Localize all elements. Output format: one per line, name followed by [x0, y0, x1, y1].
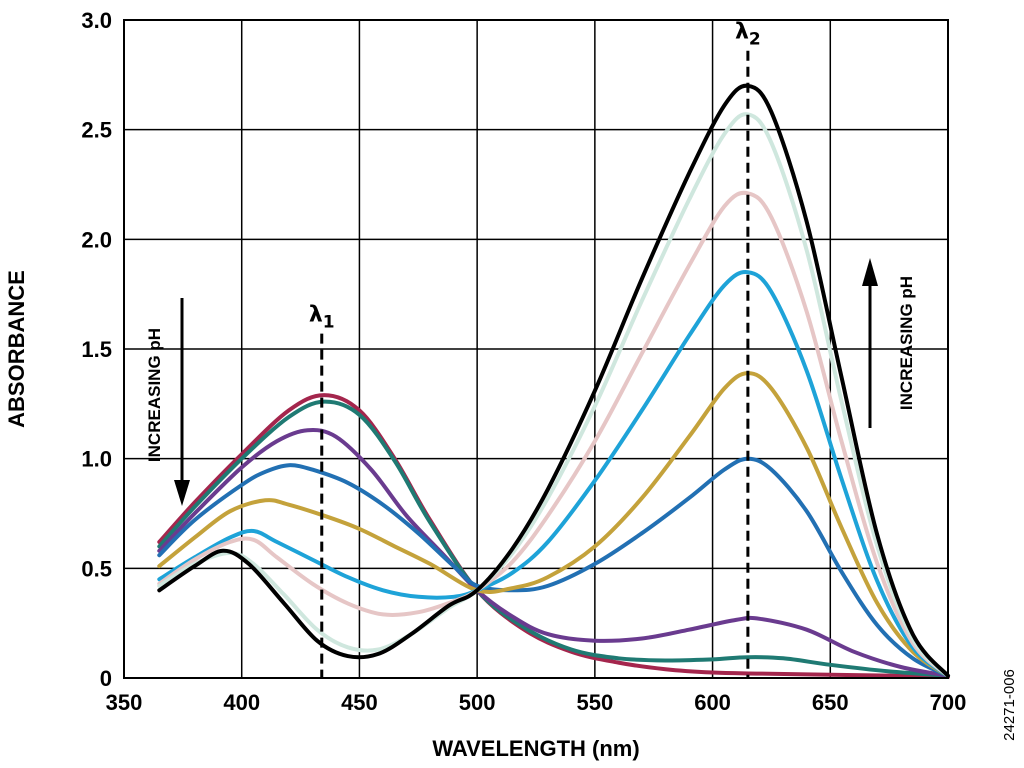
grid [123, 19, 949, 679]
series-line-2 [157, 399, 950, 678]
x-tick-label: 350 [106, 690, 143, 715]
y-axis-title: ABSORBANCE [4, 270, 29, 428]
series-line-3 [157, 427, 950, 678]
x-tick-label: 600 [694, 690, 731, 715]
y-tick-label: 1.0 [81, 447, 112, 472]
x-tick-label: 450 [341, 690, 378, 715]
tick-labels: 350 400 450 500 550 600 650 700 0 0.5 1.0 1.5 2.0 2.5… [81, 8, 966, 715]
y-tick-label: 0.5 [81, 556, 112, 581]
x-axis-title: WAVELENGTH (nm) [432, 736, 639, 761]
plot-frame [123, 19, 949, 679]
x-tick-label: 500 [459, 690, 496, 715]
lambda-1-label: λ1 [309, 303, 335, 333]
arrow-down-icon [174, 480, 190, 506]
increasing-ph-right-label: INCREASING pH [897, 276, 916, 410]
y-tick-label: 2.5 [81, 118, 112, 143]
series-line-9 [157, 83, 950, 678]
y-tick-label: 0 [100, 666, 112, 691]
x-tick-label: 650 [812, 690, 849, 715]
y-tick-label: 2.0 [81, 227, 112, 252]
figure-id: 24271-006 [1001, 669, 1018, 741]
increasing-ph-left-label: INCREASING pH [145, 328, 164, 462]
y-tick-label: 3.0 [81, 8, 112, 33]
series-line-5 [157, 371, 950, 678]
series-line-4 [157, 456, 950, 678]
series-group [157, 83, 950, 679]
series-line-8 [157, 112, 950, 678]
series-line-6 [157, 270, 950, 678]
y-tick-label: 1.5 [81, 337, 112, 362]
x-tick-label: 550 [576, 690, 613, 715]
x-tick-label: 400 [223, 690, 260, 715]
lambda-2-label: λ2 [735, 20, 761, 50]
x-tick-label: 700 [930, 690, 967, 715]
series-line-7 [157, 190, 950, 678]
arrow-up-icon [862, 258, 878, 286]
annotations: INCREASING pH INCREASING pH [145, 258, 916, 506]
